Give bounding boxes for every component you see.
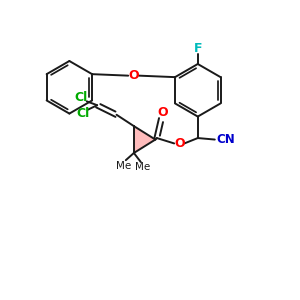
Text: O: O	[128, 69, 139, 82]
Text: F: F	[194, 42, 202, 55]
Text: O: O	[174, 137, 184, 150]
Text: CN: CN	[217, 133, 235, 146]
Text: Cl: Cl	[76, 107, 89, 120]
Text: Cl: Cl	[74, 91, 87, 104]
Text: Me: Me	[116, 160, 131, 170]
Polygon shape	[134, 126, 155, 153]
Text: Me: Me	[135, 162, 150, 172]
Text: O: O	[158, 106, 168, 118]
